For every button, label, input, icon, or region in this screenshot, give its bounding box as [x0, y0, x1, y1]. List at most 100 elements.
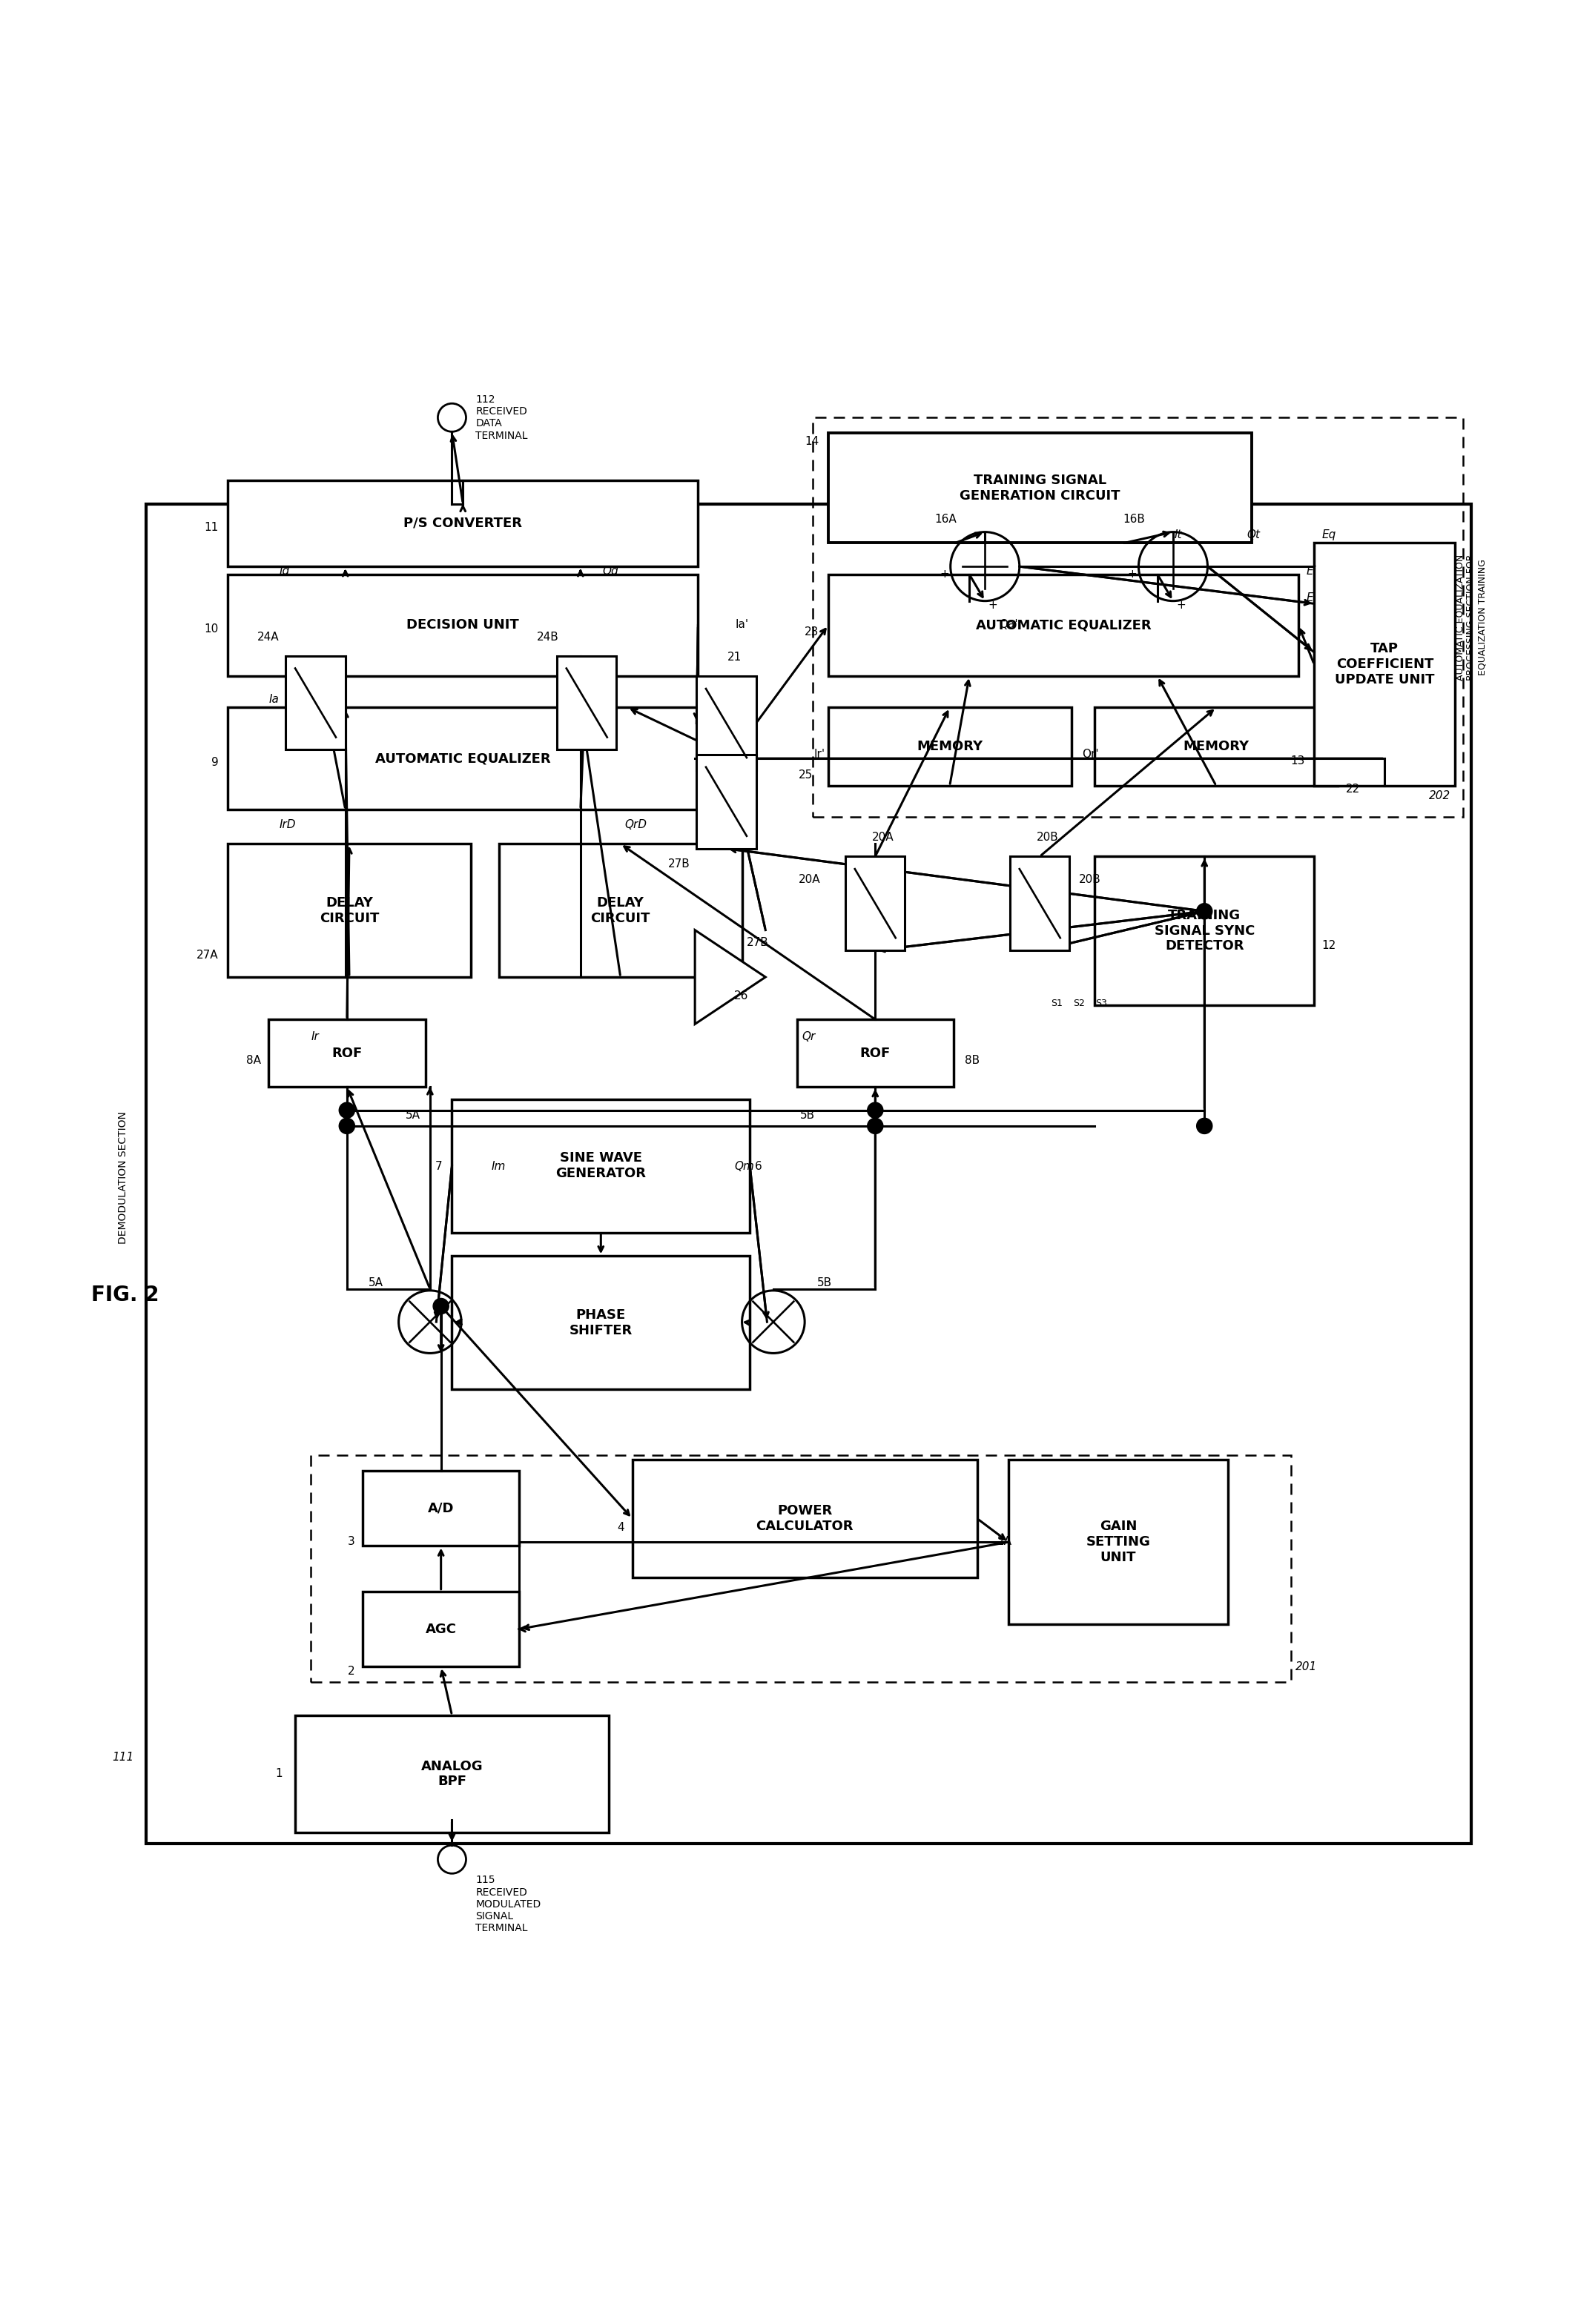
Bar: [499, 844, 742, 976]
Text: DELAY
CIRCUIT: DELAY CIRCUIT: [590, 897, 650, 925]
Text: ROF: ROF: [331, 1046, 363, 1060]
Bar: [828, 432, 1251, 544]
Bar: [696, 755, 756, 848]
Text: 8A: 8A: [246, 1055, 260, 1067]
Text: Qr: Qr: [802, 1032, 816, 1041]
Text: GAIN
SETTING
UNIT: GAIN SETTING UNIT: [1086, 1520, 1150, 1564]
Bar: [1095, 858, 1314, 1006]
Text: QrD: QrD: [625, 820, 647, 830]
Bar: [828, 706, 1071, 786]
Bar: [147, 504, 1471, 1843]
Circle shape: [339, 1102, 355, 1118]
Text: AUTOMATIC EQUALIZER: AUTOMATIC EQUALIZER: [376, 751, 551, 765]
Text: 22: 22: [1346, 783, 1360, 795]
Text: PHASE
SHIFTER: PHASE SHIFTER: [570, 1308, 633, 1336]
Text: 11: 11: [204, 521, 218, 532]
Text: AUTOMATIC EQUALIZATION
PROCESSING SECTION FOR
EQUALIZATION TRAINING: AUTOMATIC EQUALIZATION PROCESSING SECTIO…: [1455, 553, 1486, 681]
Text: Id: Id: [279, 565, 290, 576]
Text: A/D: A/D: [428, 1501, 454, 1515]
Bar: [363, 1471, 519, 1545]
Circle shape: [868, 1118, 884, 1134]
Text: IrD: IrD: [279, 820, 297, 830]
Bar: [1095, 706, 1338, 786]
Text: Qa': Qa': [999, 618, 1018, 630]
Text: 115
RECEIVED
MODULATED
SIGNAL
TERMINAL: 115 RECEIVED MODULATED SIGNAL TERMINAL: [475, 1875, 541, 1934]
Circle shape: [432, 1299, 448, 1313]
Text: TRAINING
SIGNAL SYNC
DETECTOR: TRAINING SIGNAL SYNC DETECTOR: [1154, 909, 1255, 953]
Text: 2A: 2A: [997, 1536, 1013, 1548]
Bar: [1010, 858, 1070, 951]
Text: 5A: 5A: [368, 1278, 383, 1287]
Text: S1: S1: [1051, 999, 1064, 1009]
Text: S3: S3: [1095, 999, 1106, 1009]
Bar: [227, 574, 697, 676]
Text: Im: Im: [491, 1162, 505, 1171]
Text: Qd: Qd: [603, 565, 619, 576]
Text: 5A: 5A: [406, 1109, 421, 1120]
Text: 13: 13: [1291, 755, 1305, 767]
Text: Ia: Ia: [268, 695, 279, 704]
Text: 5B: 5B: [800, 1109, 814, 1120]
Bar: [268, 1020, 426, 1088]
Text: Qr': Qr': [1083, 748, 1098, 760]
Text: +: +: [939, 569, 948, 581]
Text: 202: 202: [1430, 790, 1450, 802]
Text: DEMODULATION SECTION: DEMODULATION SECTION: [117, 1111, 128, 1243]
Bar: [295, 1715, 609, 1834]
Text: 25: 25: [798, 769, 813, 781]
Text: Qm: Qm: [735, 1162, 754, 1171]
Text: DELAY
CIRCUIT: DELAY CIRCUIT: [319, 897, 379, 925]
Text: 9: 9: [211, 758, 218, 767]
Bar: [1008, 1459, 1228, 1624]
Text: It: It: [1174, 530, 1182, 541]
Text: 20B: 20B: [1037, 832, 1059, 844]
Bar: [227, 844, 470, 976]
Text: 24B: 24B: [537, 632, 559, 641]
Text: 27A: 27A: [196, 951, 218, 960]
Bar: [451, 1255, 750, 1390]
Text: SINE WAVE
GENERATOR: SINE WAVE GENERATOR: [555, 1150, 645, 1181]
Text: 14: 14: [805, 435, 819, 446]
Text: 27B: 27B: [746, 937, 768, 948]
Text: 12: 12: [1322, 941, 1337, 951]
Text: 111: 111: [112, 1752, 134, 1764]
Text: FIG. 2: FIG. 2: [92, 1285, 159, 1306]
Text: 27B: 27B: [667, 858, 690, 869]
Text: Ir: Ir: [311, 1032, 319, 1041]
Text: 20B: 20B: [1079, 874, 1101, 885]
Text: 5B: 5B: [817, 1278, 832, 1287]
Text: 6: 6: [754, 1162, 762, 1171]
Text: 24A: 24A: [257, 632, 279, 641]
Text: 26: 26: [734, 990, 748, 1002]
Bar: [451, 1099, 750, 1232]
Bar: [633, 1459, 977, 1578]
Bar: [1314, 544, 1455, 786]
Circle shape: [868, 1102, 884, 1118]
Text: TRAINING SIGNAL
GENERATION CIRCUIT: TRAINING SIGNAL GENERATION CIRCUIT: [959, 474, 1120, 502]
Text: 10: 10: [204, 623, 218, 634]
Bar: [286, 655, 346, 751]
Bar: [828, 574, 1299, 676]
Text: AUTOMATIC EQUALIZER: AUTOMATIC EQUALIZER: [975, 618, 1150, 632]
Bar: [797, 1020, 953, 1088]
Text: MEMORY: MEMORY: [1184, 739, 1250, 753]
Bar: [846, 858, 906, 951]
Text: Ei: Ei: [1307, 565, 1316, 576]
Text: +: +: [1128, 569, 1138, 581]
Circle shape: [1196, 904, 1212, 918]
Bar: [557, 655, 617, 751]
Bar: [311, 1455, 1291, 1683]
Bar: [227, 706, 697, 809]
Text: 20A: 20A: [798, 874, 821, 885]
Text: 20A: 20A: [873, 832, 895, 844]
Text: +: +: [1176, 600, 1185, 611]
Text: 16A: 16A: [934, 514, 956, 525]
Text: 2: 2: [347, 1666, 355, 1678]
Text: 7: 7: [436, 1162, 442, 1171]
Text: 1: 1: [276, 1769, 282, 1778]
Text: POWER
CALCULATOR: POWER CALCULATOR: [756, 1504, 854, 1534]
Circle shape: [339, 1118, 355, 1134]
Text: 201: 201: [1296, 1662, 1318, 1673]
Text: 112
RECEIVED
DATA
TERMINAL: 112 RECEIVED DATA TERMINAL: [475, 395, 527, 442]
Circle shape: [1196, 1118, 1212, 1134]
